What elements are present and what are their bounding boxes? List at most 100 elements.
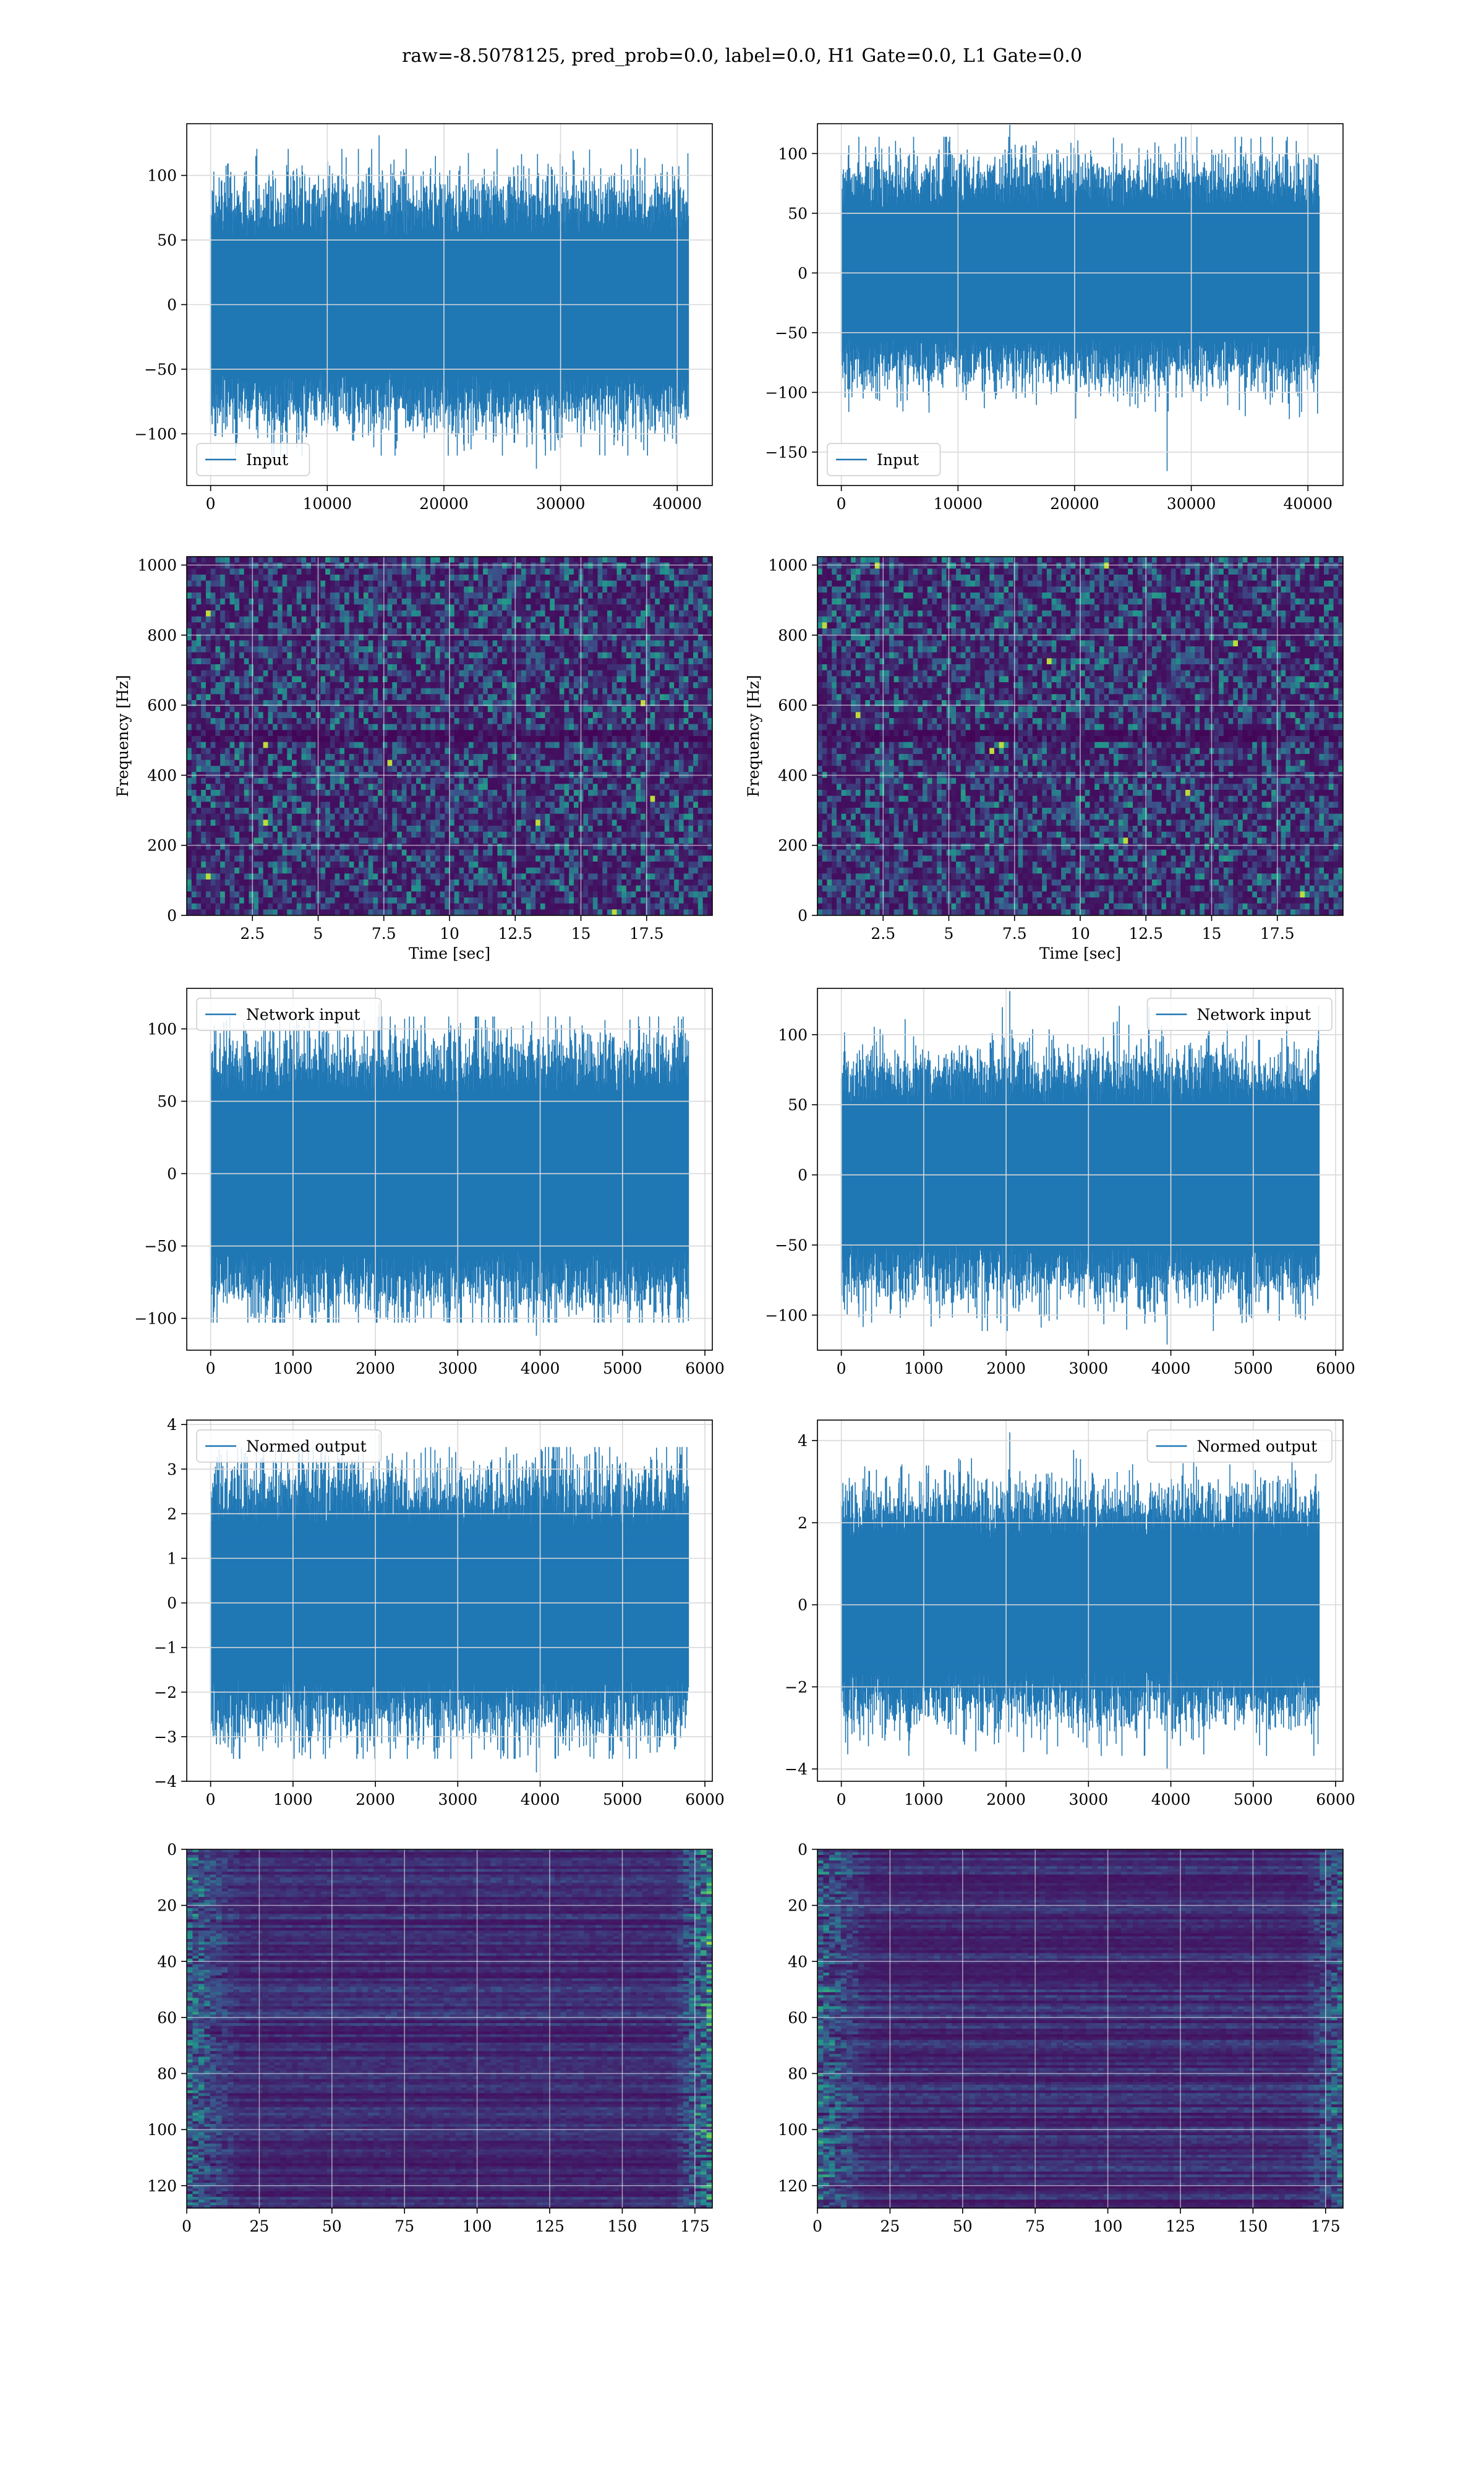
x-tick-label: 0: [206, 1359, 216, 1377]
legend: Normed output: [1146, 1429, 1333, 1463]
x-tick-label: 5000: [1234, 1791, 1273, 1808]
y-tick-label: 800: [147, 627, 177, 644]
legend-label: Normed output: [1197, 1437, 1318, 1455]
y-tick-label: 1000: [768, 557, 808, 575]
x-tick-label: 10000: [934, 495, 983, 513]
x-tick-label: 25: [249, 2217, 269, 2235]
axes-frame: [817, 988, 1344, 1351]
x-tick-label: 75: [1025, 2217, 1045, 2235]
axes-frame: [186, 1419, 713, 1782]
y-tick-label: 2: [798, 1514, 808, 1532]
plot-area: [817, 557, 1343, 915]
y-tick-label: 0: [167, 1594, 177, 1612]
x-tick-label: 3000: [1069, 1359, 1109, 1377]
legend: Network input: [196, 998, 382, 1031]
y-tick-label: 40: [157, 1953, 177, 1971]
y-tick-label: 600: [147, 696, 177, 714]
y-tick-label: 200: [147, 837, 177, 855]
plot-area: [187, 557, 712, 915]
y-tick-label: −2: [785, 1678, 808, 1696]
x-tick-label: 25: [880, 2217, 900, 2235]
x-tick-label: 1000: [904, 1791, 944, 1808]
y-tick-label: 100: [147, 2121, 177, 2139]
x-tick-label: 3000: [1069, 1791, 1109, 1808]
y-tick-label: 0: [167, 907, 177, 925]
x-tick-label: 0: [206, 495, 216, 513]
x-tick-label: 1000: [904, 1359, 944, 1377]
x-tick-label: 30000: [536, 495, 586, 513]
x-tick-label: 1000: [273, 1791, 313, 1808]
axes-frame: [186, 988, 713, 1351]
x-tick-label: 2000: [356, 1359, 395, 1377]
x-tick-label: 50: [953, 2217, 973, 2235]
x-tick-label: 4000: [521, 1359, 560, 1377]
x-tick-label: 2000: [986, 1359, 1026, 1377]
legend-label: Input: [246, 451, 288, 469]
y-tick-label: 200: [778, 837, 808, 855]
grid: [817, 124, 1343, 486]
x-tick-label: 0: [812, 2217, 822, 2235]
x-tick-label: 100: [463, 2217, 492, 2235]
grid: [817, 988, 1343, 1350]
x-tick-label: 10000: [303, 495, 352, 513]
y-tick-label: 80: [788, 2065, 808, 2083]
y-tick-label: 50: [157, 1093, 177, 1111]
x-axis-label: Time [sec]: [409, 944, 490, 962]
x-tick-label: 2000: [356, 1791, 395, 1808]
x-tick-label: 6000: [1316, 1359, 1355, 1377]
x-tick-label: 15: [571, 925, 591, 943]
y-tick-label: 1: [167, 1550, 177, 1568]
legend: Input: [196, 443, 310, 476]
y-tick-label: 0: [167, 1165, 177, 1183]
y-tick-label: −100: [134, 425, 177, 443]
legend: Normed output: [196, 1429, 382, 1463]
x-tick-label: 20000: [1050, 495, 1099, 513]
x-tick-label: 4000: [521, 1791, 560, 1808]
x-tick-label: 0: [837, 495, 846, 513]
panel-network-input-h1: 0 1000 2000 3000 4000 5000 6000 −100 −50 0 50 100 Ne…: [134, 988, 725, 1377]
y-tick-label: −1: [154, 1639, 177, 1657]
y-tick-label: 60: [157, 2009, 177, 2027]
x-tick-label: 0: [837, 1359, 846, 1377]
y-tick-label: 100: [778, 145, 808, 163]
x-tick-label: 15: [1202, 925, 1222, 943]
plot-area: [187, 1849, 712, 2208]
legend: Input: [827, 443, 941, 476]
x-tick-label: 17.5: [629, 925, 664, 943]
x-tick-label: 10: [440, 925, 459, 943]
x-tick-label: 5: [313, 925, 323, 943]
x-tick-label: 5000: [603, 1359, 642, 1377]
panel-feature-map-h1: 0 25 50 75 100 125 150 175 0 20 40 60 80 100 120: [147, 1841, 713, 2235]
y-tick-label: 0: [167, 296, 177, 314]
grid: [187, 557, 712, 916]
x-tick-label: 175: [1311, 2217, 1341, 2235]
y-tick-label: 80: [157, 2065, 177, 2083]
axes-frame: [817, 1849, 1344, 2209]
panel-network-input-l1: 0 1000 2000 3000 4000 5000 6000 −100 −50 0 50 100 Ne…: [765, 988, 1355, 1377]
x-tick-label: 5000: [603, 1791, 642, 1808]
y-tick-label: 0: [798, 1166, 808, 1184]
x-tick-label: 10: [1070, 925, 1090, 943]
y-tick-label: 100: [778, 1026, 808, 1044]
x-tick-label: 20000: [419, 495, 469, 513]
y-tick-label: 120: [147, 2177, 177, 2195]
legend: Network input: [1146, 998, 1333, 1031]
y-tick-label: 800: [778, 627, 808, 644]
y-tick-label: −150: [765, 443, 808, 461]
y-tick-label: 3: [167, 1460, 177, 1478]
y-tick-label: −100: [134, 1310, 177, 1328]
y-tick-label: 0: [167, 1841, 177, 1859]
y-tick-label: 2: [167, 1505, 177, 1523]
x-tick-label: 0: [837, 1791, 846, 1808]
figure-title: raw=-8.5078125, pred_prob=0.0, label=0.0…: [402, 45, 1082, 67]
x-tick-label: 6000: [685, 1359, 725, 1377]
y-tick-label: 50: [157, 231, 177, 249]
y-tick-label: 4: [798, 1432, 808, 1450]
x-tick-label: 75: [394, 2217, 414, 2235]
x-tick-label: 40000: [652, 495, 702, 513]
y-tick-label: −2: [154, 1684, 177, 1701]
y-tick-label: 120: [778, 2177, 808, 2195]
x-tick-label: 100: [1093, 2217, 1123, 2235]
legend-label: Normed output: [246, 1437, 367, 1455]
